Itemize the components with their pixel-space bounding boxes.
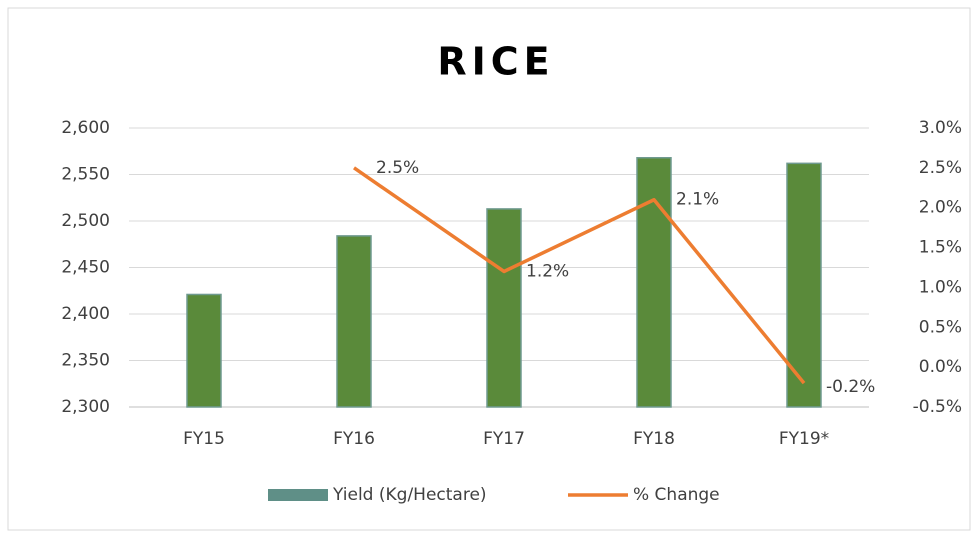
y2-tick-label: 0.5% <box>919 317 962 337</box>
line <box>353 166 806 385</box>
y-tick-label: 2,550 <box>61 165 110 185</box>
y2-tick-label: 1.5% <box>919 238 962 258</box>
data-label: 2.5% <box>376 158 419 178</box>
chart-title: RICE <box>437 40 554 84</box>
y2-tick-label: 2.0% <box>919 198 962 218</box>
y-tick-label: 2,500 <box>61 211 110 231</box>
x-tick-label: FY16 <box>333 429 375 449</box>
x-tick-label: FY18 <box>633 429 675 449</box>
bar <box>786 162 822 408</box>
data-label: 1.2% <box>526 261 569 281</box>
x-tick-label: FY19* <box>779 429 829 449</box>
bar <box>336 235 372 408</box>
y-tick-label: 2,300 <box>61 397 110 417</box>
y2-tick-label: 3.0% <box>919 118 962 138</box>
y-tick-label: 2,350 <box>61 351 110 371</box>
data-label: -0.2% <box>826 377 875 397</box>
legend-swatch <box>268 489 328 501</box>
x-tick-label: FY17 <box>483 429 525 449</box>
legend-label: % Change <box>633 485 720 505</box>
data-label: 2.1% <box>676 190 719 210</box>
y2-tick-label: 2.5% <box>919 158 962 178</box>
y-tick-label: 2,400 <box>61 304 110 324</box>
y-tick-label: 2,450 <box>61 258 110 278</box>
y2-tick-label: -0.5% <box>913 397 962 417</box>
bar <box>486 208 522 408</box>
bar <box>636 157 672 408</box>
bar <box>186 293 222 408</box>
y2-tick-label: 0.0% <box>919 357 962 377</box>
legend-label: Yield (Kg/Hectare) <box>332 485 487 505</box>
y-tick-label: 2,600 <box>61 118 110 138</box>
x-tick-label: FY15 <box>183 429 225 449</box>
y2-tick-label: 1.0% <box>919 277 962 297</box>
